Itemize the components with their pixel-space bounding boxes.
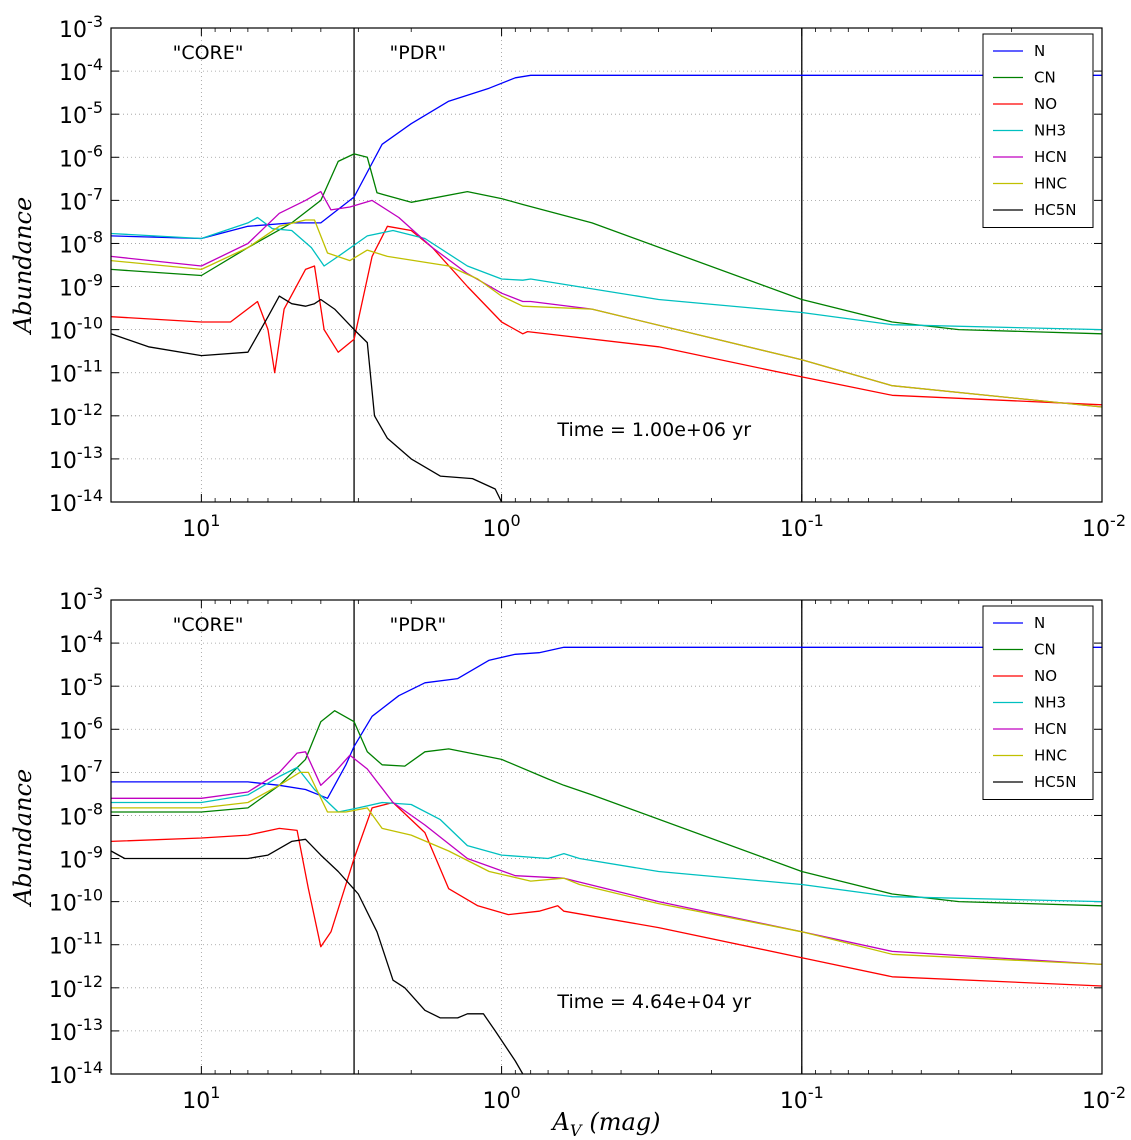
legend-entry: CN	[1034, 69, 1056, 87]
y-tick-label: 10-7	[59, 756, 103, 787]
abundance-chart-top: "CORE""PDR""PAH"Time = 1.00e+06 yrNCNNON…	[9, 12, 1126, 542]
series-line-hc5n	[111, 838, 524, 1074]
series-line-cn	[111, 710, 1102, 907]
series-line-hc5n	[111, 295, 503, 502]
legend-entry: HCN	[1034, 720, 1067, 738]
y-tick-label: 10-11	[49, 357, 103, 388]
region-label: "PDR"	[390, 614, 447, 636]
y-tick-label: 10-3	[59, 12, 103, 43]
x-axis-title: AV (mag)	[550, 1108, 660, 1140]
y-tick-label: 10-9	[59, 271, 103, 302]
x-tick-label: 101	[182, 1083, 220, 1114]
legend-entry: HC5N	[1034, 201, 1077, 219]
x-tick-label: 10-2	[1082, 511, 1126, 542]
series-line-cn	[111, 153, 1102, 335]
y-tick-label: 10-5	[59, 98, 103, 129]
y-tick-label: 10-4	[59, 627, 103, 658]
series-line-n	[111, 646, 1102, 799]
series-group	[111, 646, 1102, 1074]
region-label: "CORE"	[173, 614, 244, 636]
y-tick-label: 10-9	[59, 843, 103, 874]
series-line-nh3	[111, 766, 1102, 903]
y-tick-label: 10-14	[49, 1058, 103, 1089]
legend: N CN NO NH3 HCN HNC HC5N	[982, 605, 1094, 800]
region-label: "PDR"	[390, 42, 447, 64]
series-line-hcn	[111, 190, 1102, 408]
x-tick-label: 101	[182, 511, 220, 542]
y-axis-title: Abundance	[9, 769, 37, 907]
y-tick-label: 10-12	[49, 972, 103, 1003]
series-line-hnc	[111, 771, 1102, 966]
y-axis-title: Abundance	[9, 197, 37, 335]
y-tick-label: 10-10	[49, 314, 103, 345]
y-tick-label: 10-5	[59, 670, 103, 701]
series-line-hcn	[111, 751, 1102, 966]
x-tick-label: 10-1	[780, 1083, 824, 1114]
legend-entry: HCN	[1034, 148, 1067, 166]
y-tick-label: 10-8	[59, 227, 103, 258]
series-group	[111, 74, 1102, 502]
y-tick-label: 10-10	[49, 886, 103, 917]
x-tick-label: 10-1	[780, 511, 824, 542]
legend-entry: N	[1034, 614, 1045, 632]
y-tick-label: 10-14	[49, 486, 103, 517]
legend-entry: HNC	[1034, 175, 1067, 193]
legend-entry: N	[1034, 42, 1045, 60]
y-tick-label: 10-13	[49, 1015, 103, 1046]
region-label: "CORE"	[173, 42, 244, 64]
y-tick-label: 10-12	[49, 400, 103, 431]
time-annotation: Time = 4.64e+04 yr	[556, 991, 751, 1013]
legend-entry: CN	[1034, 641, 1056, 659]
x-tick-label: 100	[482, 1083, 520, 1114]
legend-entry: NH3	[1034, 694, 1066, 712]
y-tick-label: 10-4	[59, 55, 103, 86]
y-tick-label: 10-6	[59, 141, 103, 172]
series-line-no	[111, 225, 1102, 406]
y-tick-label: 10-8	[59, 799, 103, 830]
legend-entry: HC5N	[1034, 773, 1077, 791]
x-tick-label: 100	[482, 511, 520, 542]
y-tick-label: 10-13	[49, 443, 103, 474]
legend-entry: HNC	[1034, 747, 1067, 765]
abundance-chart-bottom: "CORE""PDR""PAH"Time = 4.64e+04 yrNCNNON…	[9, 584, 1126, 1140]
legend: N CN NO NH3 HCN HNC HC5N	[982, 33, 1094, 228]
series-line-nh3	[111, 216, 1102, 331]
y-tick-label: 10-3	[59, 584, 103, 615]
legend-entry: NO	[1034, 95, 1057, 113]
x-tick-label: 10-2	[1082, 1083, 1126, 1114]
legend-entry: NH3	[1034, 122, 1066, 140]
time-annotation: Time = 1.00e+06 yr	[556, 419, 751, 441]
series-line-no	[111, 801, 1102, 987]
series-line-hnc	[111, 219, 1102, 408]
plot-frame	[110, 599, 1103, 1075]
plot-frame	[110, 27, 1103, 503]
y-tick-label: 10-6	[59, 713, 103, 744]
y-tick-label: 10-7	[59, 184, 103, 215]
y-tick-label: 10-11	[49, 929, 103, 960]
legend-entry: NO	[1034, 667, 1057, 685]
series-line-n	[111, 74, 1102, 240]
